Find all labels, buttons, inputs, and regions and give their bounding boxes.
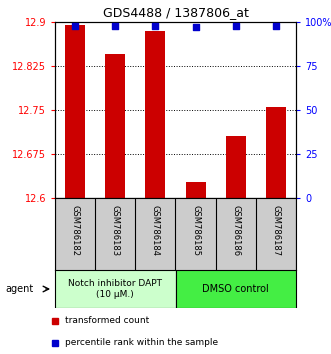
Text: agent: agent <box>5 284 33 294</box>
Text: GSM786186: GSM786186 <box>231 205 240 256</box>
Text: transformed count: transformed count <box>65 316 149 325</box>
Point <box>273 23 279 28</box>
Title: GDS4488 / 1387806_at: GDS4488 / 1387806_at <box>103 6 249 19</box>
Point <box>193 24 198 30</box>
Text: GSM786187: GSM786187 <box>271 205 280 256</box>
Bar <box>175 270 296 308</box>
Bar <box>65 25 85 198</box>
Text: GSM786183: GSM786183 <box>111 205 120 256</box>
Text: GSM786184: GSM786184 <box>151 205 160 256</box>
Text: GSM786182: GSM786182 <box>71 205 79 256</box>
Bar <box>266 107 286 198</box>
Bar <box>186 182 206 198</box>
Point <box>72 23 78 28</box>
Point <box>153 23 158 28</box>
Text: DMSO control: DMSO control <box>202 284 269 294</box>
Point <box>113 23 118 28</box>
Bar <box>145 31 166 198</box>
Text: GSM786185: GSM786185 <box>191 205 200 256</box>
Bar <box>55 270 175 308</box>
Point <box>233 23 238 28</box>
Text: Notch inhibitor DAPT
(10 μM.): Notch inhibitor DAPT (10 μM.) <box>68 279 162 299</box>
Text: percentile rank within the sample: percentile rank within the sample <box>65 338 218 347</box>
Bar <box>226 136 246 198</box>
Bar <box>105 54 125 198</box>
